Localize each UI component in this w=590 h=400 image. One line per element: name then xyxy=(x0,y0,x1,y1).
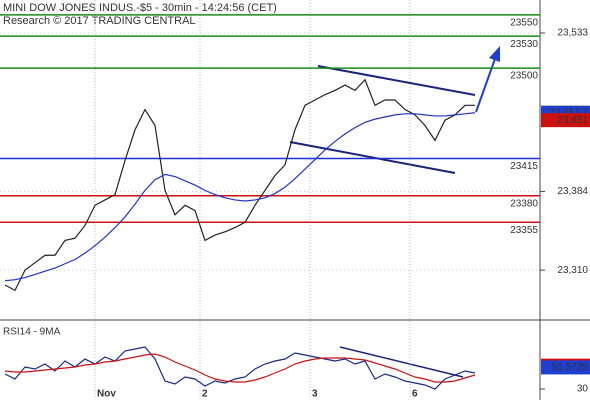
price-marker-label: 51.5725 xyxy=(552,362,589,373)
x-tick-label: 2 xyxy=(202,389,208,400)
level-label: 23530 xyxy=(510,39,538,50)
chart-subtitle: Research © 2017 TRADING CENTRAL xyxy=(3,15,196,27)
x-tick-label: 6 xyxy=(412,389,418,400)
level-label: 23380 xyxy=(510,198,538,209)
price-line xyxy=(4,78,475,292)
chart-title: MINI DOW JONES INDUS.-$5 - 30min - 14:24… xyxy=(3,2,277,14)
channel-bottom xyxy=(289,141,456,174)
y-tick-label: 23,384 xyxy=(557,186,588,197)
price-marker xyxy=(541,113,590,128)
price-marker xyxy=(541,360,590,375)
arrow-head xyxy=(489,46,500,62)
price-line xyxy=(4,112,476,282)
level-label: 23355 xyxy=(510,225,538,236)
rsi-trendline xyxy=(339,346,464,378)
y-tick-label: 23,533 xyxy=(557,28,588,39)
price-marker-label: 23,451 xyxy=(557,115,588,126)
level-label: 23550 xyxy=(510,18,538,29)
arrow xyxy=(475,55,497,113)
x-tick-label: Nov xyxy=(97,389,116,400)
x-tick-label: 3 xyxy=(312,389,318,400)
y-tick-label: 23,310 xyxy=(557,265,588,276)
y-tick-label: 30 xyxy=(577,384,589,395)
channel-top xyxy=(317,65,476,96)
rsi-title: RSI14 - 9MA xyxy=(3,327,61,338)
rsi-line xyxy=(4,353,476,383)
rsi-line xyxy=(4,346,476,390)
level-label: 23415 xyxy=(510,161,538,172)
level-label: 23500 xyxy=(510,71,538,82)
